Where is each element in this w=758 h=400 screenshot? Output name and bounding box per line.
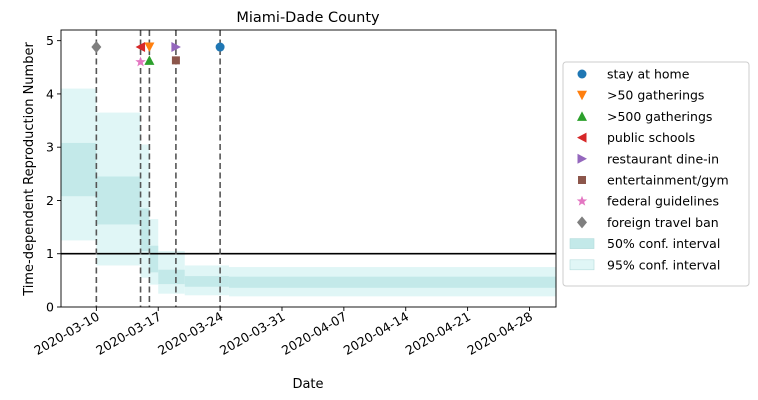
x-tick-label-7: 2020-04-28 (465, 309, 535, 358)
event-marker-7 (91, 41, 102, 54)
y-tick-label-0: 0 (46, 300, 54, 315)
y-tick-label-2: 2 (46, 193, 54, 208)
x-tick-label-1: 2020-03-17 (93, 309, 163, 358)
event-marker-1 (144, 42, 155, 53)
event-marker-0 (215, 42, 225, 52)
y-axis-label: Time-dependent Reproduction Number (22, 42, 37, 297)
chart-title: Miami-Dade County (236, 10, 380, 26)
ci50-band-6 (228, 276, 557, 288)
event-marker-6 (135, 56, 146, 67)
ci50-band-1 (96, 176, 141, 225)
legend-box (562, 61, 750, 287)
legend-label-9: 95% conf. interval (607, 257, 720, 272)
ci50-band-5 (184, 276, 229, 287)
x-axis-label: Date (292, 377, 323, 392)
legend-marker-8 (569, 238, 595, 249)
legend-label-7: foreign travel ban (607, 215, 719, 230)
legend-label-4: restaurant dine-in (607, 151, 719, 166)
legend-marker-7 (577, 216, 587, 229)
legend-marker-1 (577, 90, 587, 101)
ci50-band-0 (61, 142, 97, 197)
legend-marker-9 (569, 259, 595, 271)
x-tick-label-2: 2020-03-24 (155, 309, 225, 358)
x-tick-label-3: 2020-03-31 (217, 309, 287, 358)
legend-label-6: federal guidelines (607, 194, 719, 209)
legend-label-8: 50% conf. interval (607, 236, 720, 251)
plot-area: 0123452020-03-102020-03-172020-03-242020… (31, 29, 557, 358)
ci50-band-3 (149, 245, 159, 273)
ci50-band-2 (140, 208, 150, 252)
event-marker-5 (171, 56, 180, 65)
y-tick-label-3: 3 (46, 140, 54, 155)
legend-label-5: entertainment/gym (607, 173, 729, 188)
plot-frame (60, 29, 557, 308)
legend-marker-0 (577, 69, 587, 79)
event-marker-3 (135, 42, 146, 53)
x-tick-label-6: 2020-04-21 (403, 309, 473, 358)
legend: stay at home >50 gatherings >500 gathering… (562, 61, 750, 287)
x-tick-label-4: 2020-04-07 (279, 309, 349, 358)
legend-marker-6 (576, 195, 588, 206)
legend-label-0: stay at home (607, 67, 690, 82)
event-marker-2 (144, 55, 155, 65)
legend-label-1: >50 gatherings (607, 88, 704, 103)
legend-label-2: >500 gatherings (607, 109, 712, 124)
legend-label-3: public schools (607, 130, 695, 145)
legend-marker-5 (578, 176, 586, 184)
legend-marker-2 (577, 111, 587, 121)
ci50-band-4 (158, 269, 185, 285)
y-tick-label-4: 4 (46, 86, 54, 101)
x-tick-label-5: 2020-04-14 (341, 309, 411, 358)
x-tick-label-0: 2020-03-10 (31, 309, 101, 358)
legend-marker-4 (577, 153, 587, 164)
event-marker-4 (171, 42, 181, 53)
legend-marker-3 (577, 132, 587, 143)
y-tick-label-1: 1 (46, 246, 54, 261)
y-tick-label-5: 5 (46, 33, 54, 48)
